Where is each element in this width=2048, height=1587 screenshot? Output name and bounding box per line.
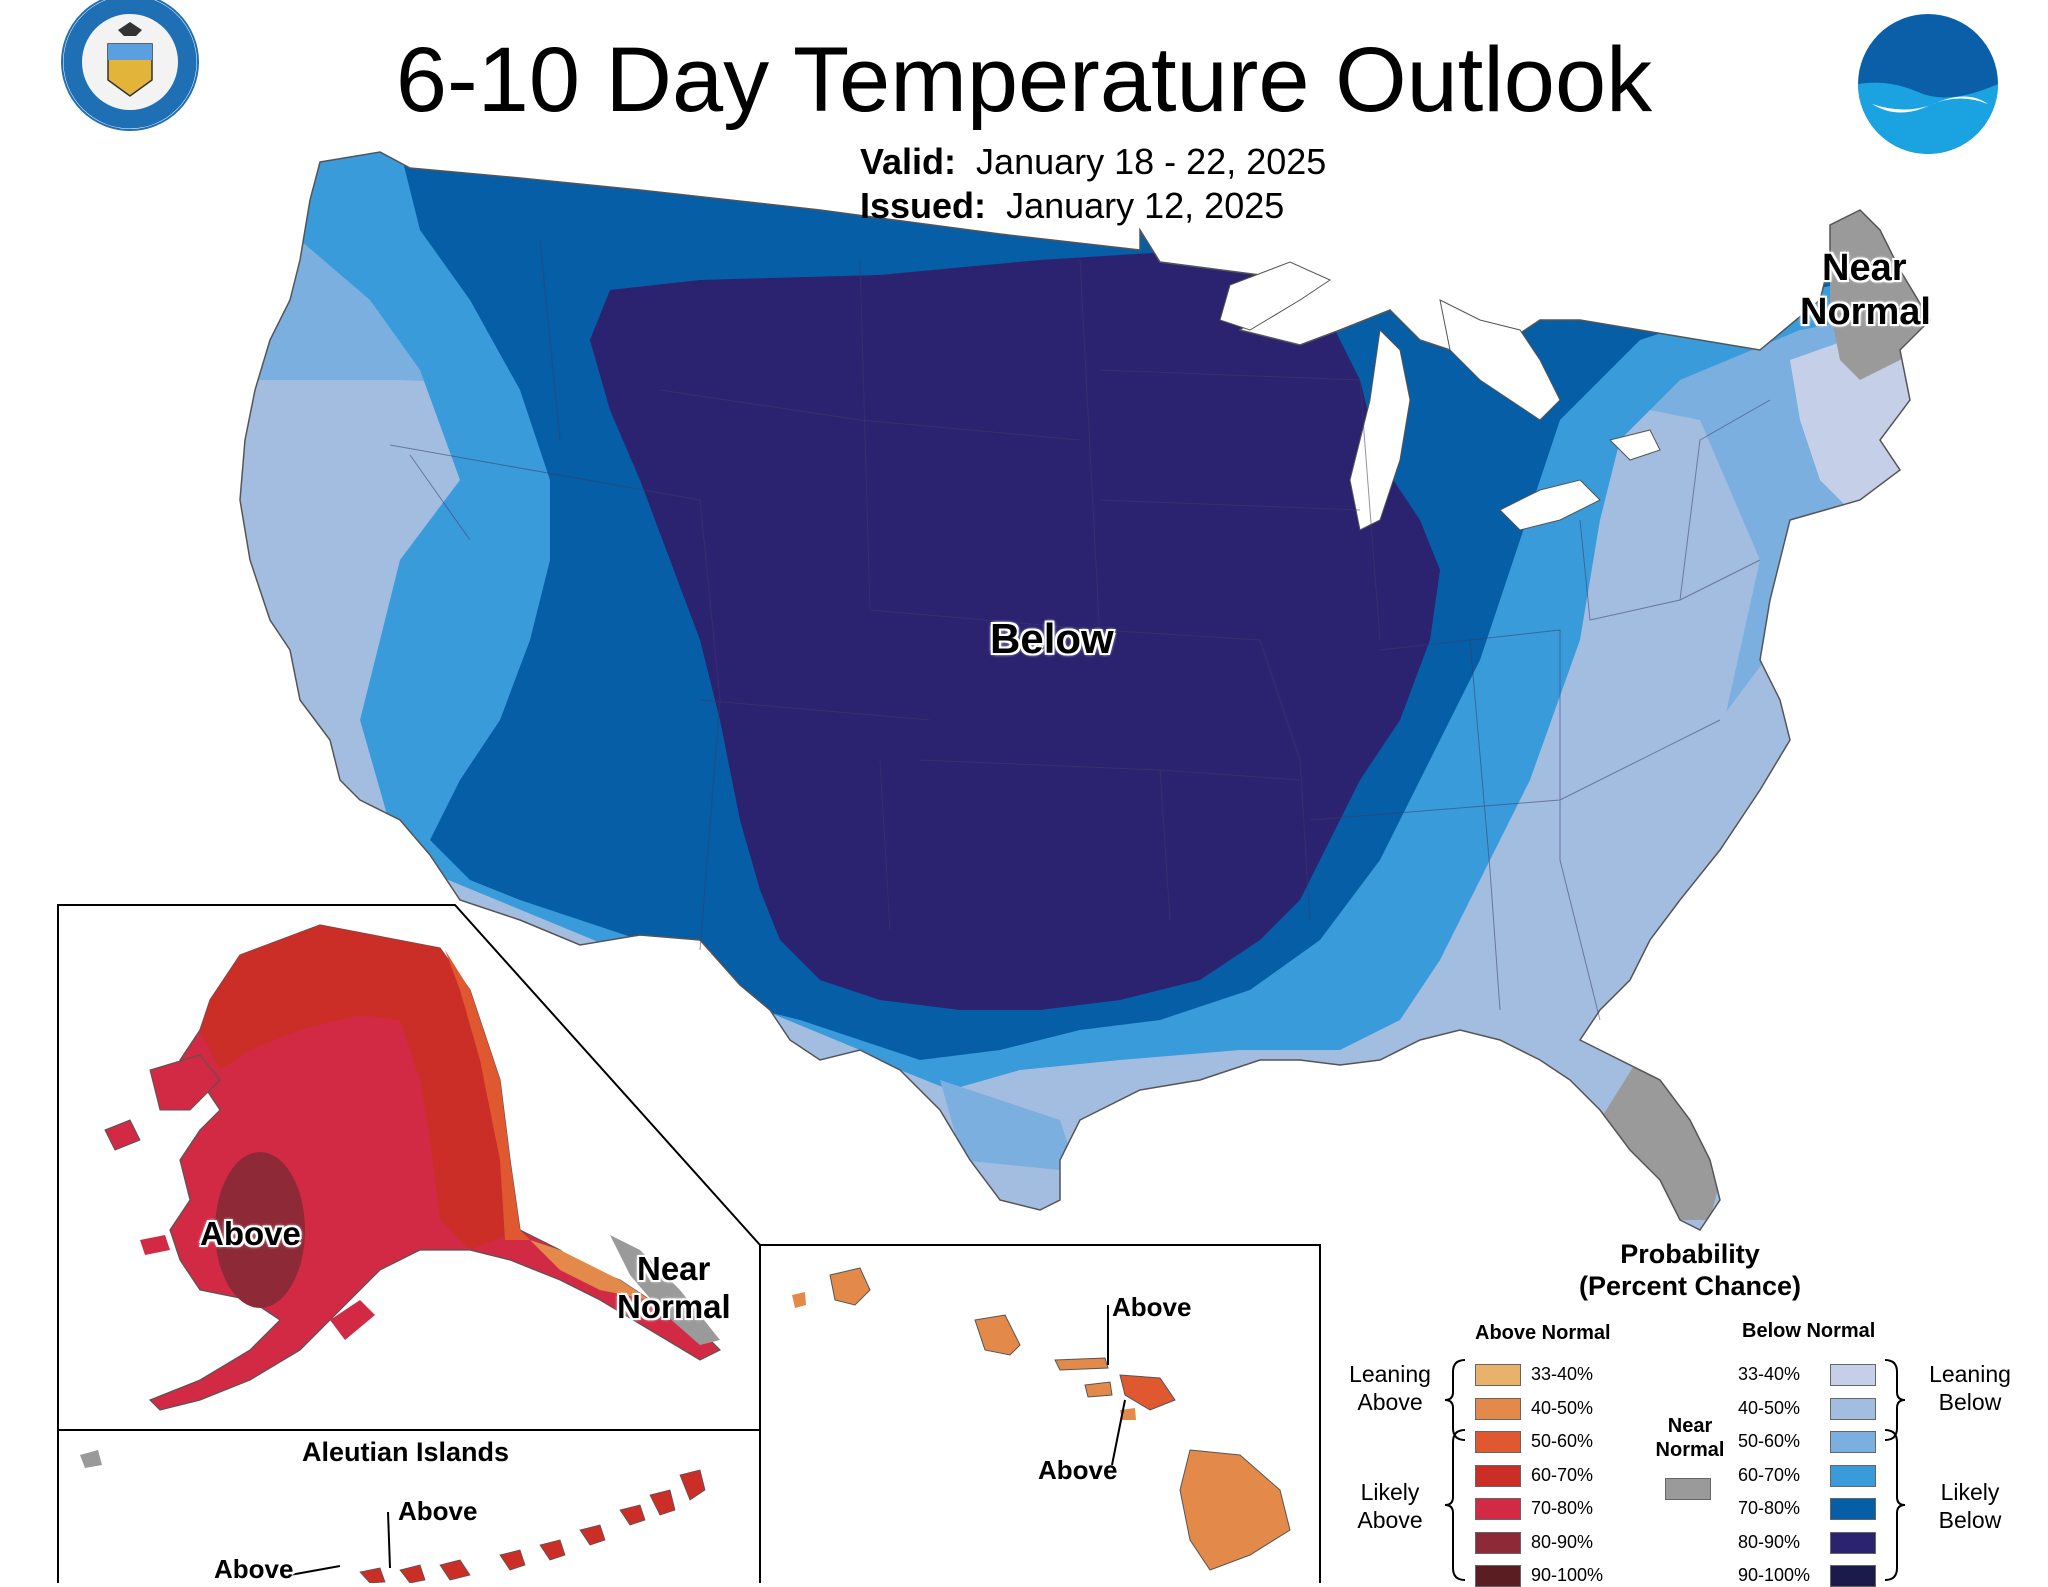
aleutian-label-above-1: Above xyxy=(398,1496,478,1526)
legend-below-header: Below Normal xyxy=(1742,1320,1876,1342)
leaning-below-line1: Leaning xyxy=(1929,1361,2011,1387)
legend-below-label-1: 40-50% xyxy=(1738,1397,1801,1418)
legend-braces xyxy=(1444,1359,1906,1581)
likely-below-line1: Likely xyxy=(1940,1479,2000,1505)
legend-above-label-5: 80-90% xyxy=(1531,1531,1594,1552)
noaa-logo xyxy=(1858,14,1998,154)
likely-above-line1: Likely xyxy=(1360,1479,1420,1505)
legend-above-swatch-6 xyxy=(1475,1565,1521,1587)
validity-block: Valid: January 18 - 22, 2025 Issued: Jan… xyxy=(860,140,1326,228)
legend-above-label-4: 70-80% xyxy=(1531,1498,1594,1518)
legend-likely-below: Likely Below xyxy=(1920,1478,2020,1534)
legend-below-label-6: 90-100% xyxy=(1738,1565,1811,1585)
hawaii-label-above-1: Above xyxy=(1112,1292,1192,1322)
legend-leaning-below: Leaning Below xyxy=(1920,1360,2020,1416)
valid-label: Valid: xyxy=(860,141,957,182)
legend-above-swatch-5 xyxy=(1475,1531,1521,1554)
issued-value: January 12, 2025 xyxy=(1006,185,1285,226)
legend-title-line1: Probability xyxy=(1620,1239,1760,1269)
near-normal-ne-line2: Normal xyxy=(1800,291,1931,333)
legend-near-normal: Near Normal xyxy=(1645,1414,1735,1462)
near-normal-ne-line1: Near xyxy=(1822,247,1907,289)
aleutian-label-above-2: Above xyxy=(214,1554,294,1584)
legend-below-swatch-2 xyxy=(1830,1431,1876,1453)
map-label-below: Below xyxy=(990,615,1114,662)
near-normal-line2: Normal xyxy=(1655,1439,1725,1461)
commerce-seal-logo xyxy=(60,0,200,132)
great-lakes xyxy=(1219,261,1661,531)
legend-above-swatch-3 xyxy=(1475,1464,1521,1487)
legend-below-label-5: 80-90% xyxy=(1738,1531,1801,1552)
legend-below-label-3: 60-70% xyxy=(1738,1464,1801,1485)
near-normal-swatch xyxy=(1665,1478,1711,1500)
legend-above-swatch-1 xyxy=(1475,1397,1521,1420)
legend-above-swatch-2 xyxy=(1475,1431,1521,1453)
legend-above-label-3: 60-70% xyxy=(1531,1464,1594,1485)
legend-below-swatch-1 xyxy=(1830,1397,1876,1420)
leaning-below-line2: Below xyxy=(1938,1389,2002,1415)
ak-label-near-1: Near xyxy=(637,1250,711,1287)
legend-below-swatch-5 xyxy=(1830,1531,1876,1554)
legend-above-header: Above Normal xyxy=(1475,1322,1611,1344)
legend-below-swatch-4 xyxy=(1830,1498,1876,1520)
leaning-above-line2: Above xyxy=(1357,1389,1423,1415)
ak-label-near-2: Normal xyxy=(617,1288,731,1325)
legend-below-label-2: 50-60% xyxy=(1738,1431,1801,1451)
near-normal-line1: Near xyxy=(1667,1415,1713,1437)
legend-title: Probability (Percent Chance) xyxy=(1540,1238,1840,1302)
aleutian-title: Aleutian Islands xyxy=(302,1437,510,1467)
legend-above-label-6: 90-100% xyxy=(1531,1565,1604,1585)
hawaii-label-above-2: Above xyxy=(1038,1455,1118,1485)
alaska-inset xyxy=(57,904,761,1583)
valid-value: January 18 - 22, 2025 xyxy=(976,141,1327,182)
issued-label: Issued: xyxy=(860,185,987,226)
hawaii-inset xyxy=(759,1244,1321,1583)
legend-above-swatch-0 xyxy=(1475,1364,1521,1386)
state-borders xyxy=(389,239,1771,1021)
legend-above-swatch-4 xyxy=(1475,1498,1521,1520)
map-label-near-normal-ne: Near xyxy=(1822,245,1907,291)
ak-label-above: Above xyxy=(200,1215,301,1252)
legend-below-label-4: 70-80% xyxy=(1738,1498,1801,1518)
legend-likely-above: Likely Above xyxy=(1340,1478,1440,1534)
legend-title-line2: (Percent Chance) xyxy=(1578,1271,1802,1301)
legend-below-swatch-0 xyxy=(1830,1364,1876,1386)
legend-leaning-above: Leaning Above xyxy=(1340,1360,1440,1416)
legend-below-label-0: 33-40% xyxy=(1738,1364,1801,1384)
legend-below-swatch-6 xyxy=(1830,1565,1876,1587)
legend-above-label-0: 33-40% xyxy=(1531,1364,1594,1384)
likely-above-line2: Above xyxy=(1357,1507,1423,1533)
likely-below-line2: Below xyxy=(1938,1507,2002,1533)
legend-above-label-2: 50-60% xyxy=(1531,1431,1594,1451)
legend-above-label-1: 40-50% xyxy=(1531,1397,1594,1418)
legend-below-swatch-3 xyxy=(1830,1464,1876,1487)
page-title: 6-10 Day Temperature Outlook xyxy=(395,29,1653,131)
leaning-above-line1: Leaning xyxy=(1349,1361,1431,1387)
